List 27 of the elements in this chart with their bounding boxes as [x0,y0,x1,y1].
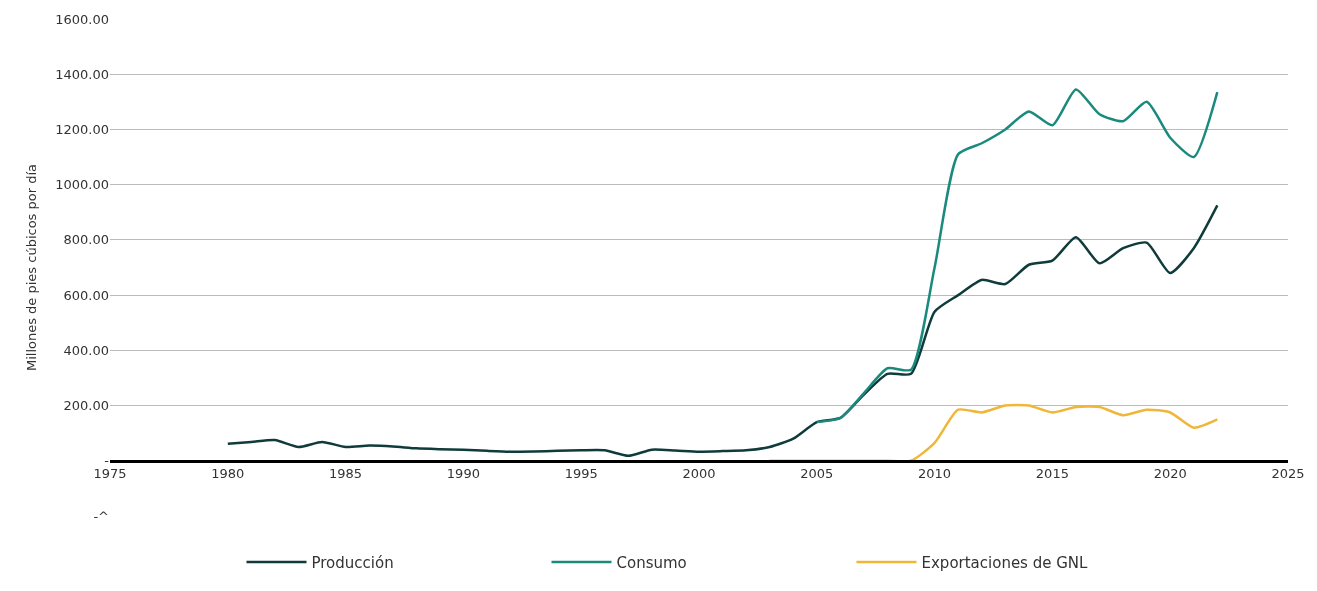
y-tick-label: 1600.00 [55,11,109,27]
line-series [815,88,1219,424]
x-tick-label: 1980 [211,466,245,482]
x-tick-label: 2005 [800,466,834,482]
y-tick-label: 200.00 [63,398,109,414]
legend-label: Consumo [616,553,687,572]
legend-label: Producción [311,553,394,572]
x-tick-label: 1985 [329,466,363,482]
x-tick-label: 2020 [1153,466,1187,482]
y-tick-label: 1000.00 [55,177,109,193]
y-tick-label: 600.00 [63,287,109,303]
legend-label: Exportaciones de GNL [921,553,1089,572]
x-tick-label: 2015 [1035,466,1069,482]
x-tick-label: 1995 [564,466,598,482]
y-tick-label: - [104,453,110,469]
y-axis-title: Millones de pies cúbicos por día [24,163,40,372]
x-tick-label: 2025 [1271,466,1305,482]
x-tick-label: 1990 [446,466,480,482]
y-tick-label: -^ [93,508,109,524]
y-tick-label: 1400.00 [55,66,109,82]
x-tick-label: 2010 [918,466,952,482]
x-tick-label: 2000 [682,466,716,482]
line-series [226,204,1219,458]
x-tick-label: 1975 [93,466,127,482]
y-tick-label: 400.00 [63,342,109,358]
y-tick-label: 800.00 [63,232,109,248]
y-tick-label: 1200.00 [55,121,109,137]
